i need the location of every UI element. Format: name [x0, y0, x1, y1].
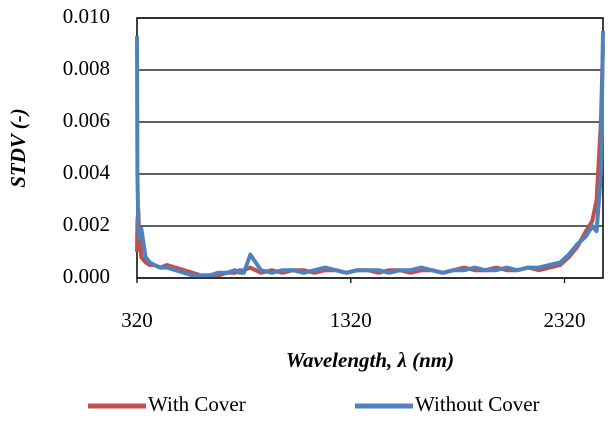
y-tick-label: 0.004	[63, 160, 111, 184]
x-tick-label: 320	[121, 308, 153, 332]
y-tick-label: 0.008	[63, 56, 110, 80]
y-tick-label: 0.010	[63, 4, 110, 28]
legend-label: With Cover	[148, 392, 246, 416]
data-line	[135, 43, 605, 278]
data-line	[135, 30, 605, 278]
x-tick-label: 1320	[330, 308, 372, 332]
x-axis-title: Wavelength, λ (nm)	[286, 348, 454, 372]
legend-label: Without Cover	[415, 392, 540, 416]
y-axis-title: STDV (-)	[6, 108, 30, 188]
y-tick-label: 0.000	[63, 264, 110, 288]
plot-frame	[136, 17, 604, 279]
x-tick-label: 2320	[544, 308, 586, 332]
y-tick-label: 0.006	[63, 108, 110, 132]
y-tick-label: 0.002	[63, 212, 110, 236]
